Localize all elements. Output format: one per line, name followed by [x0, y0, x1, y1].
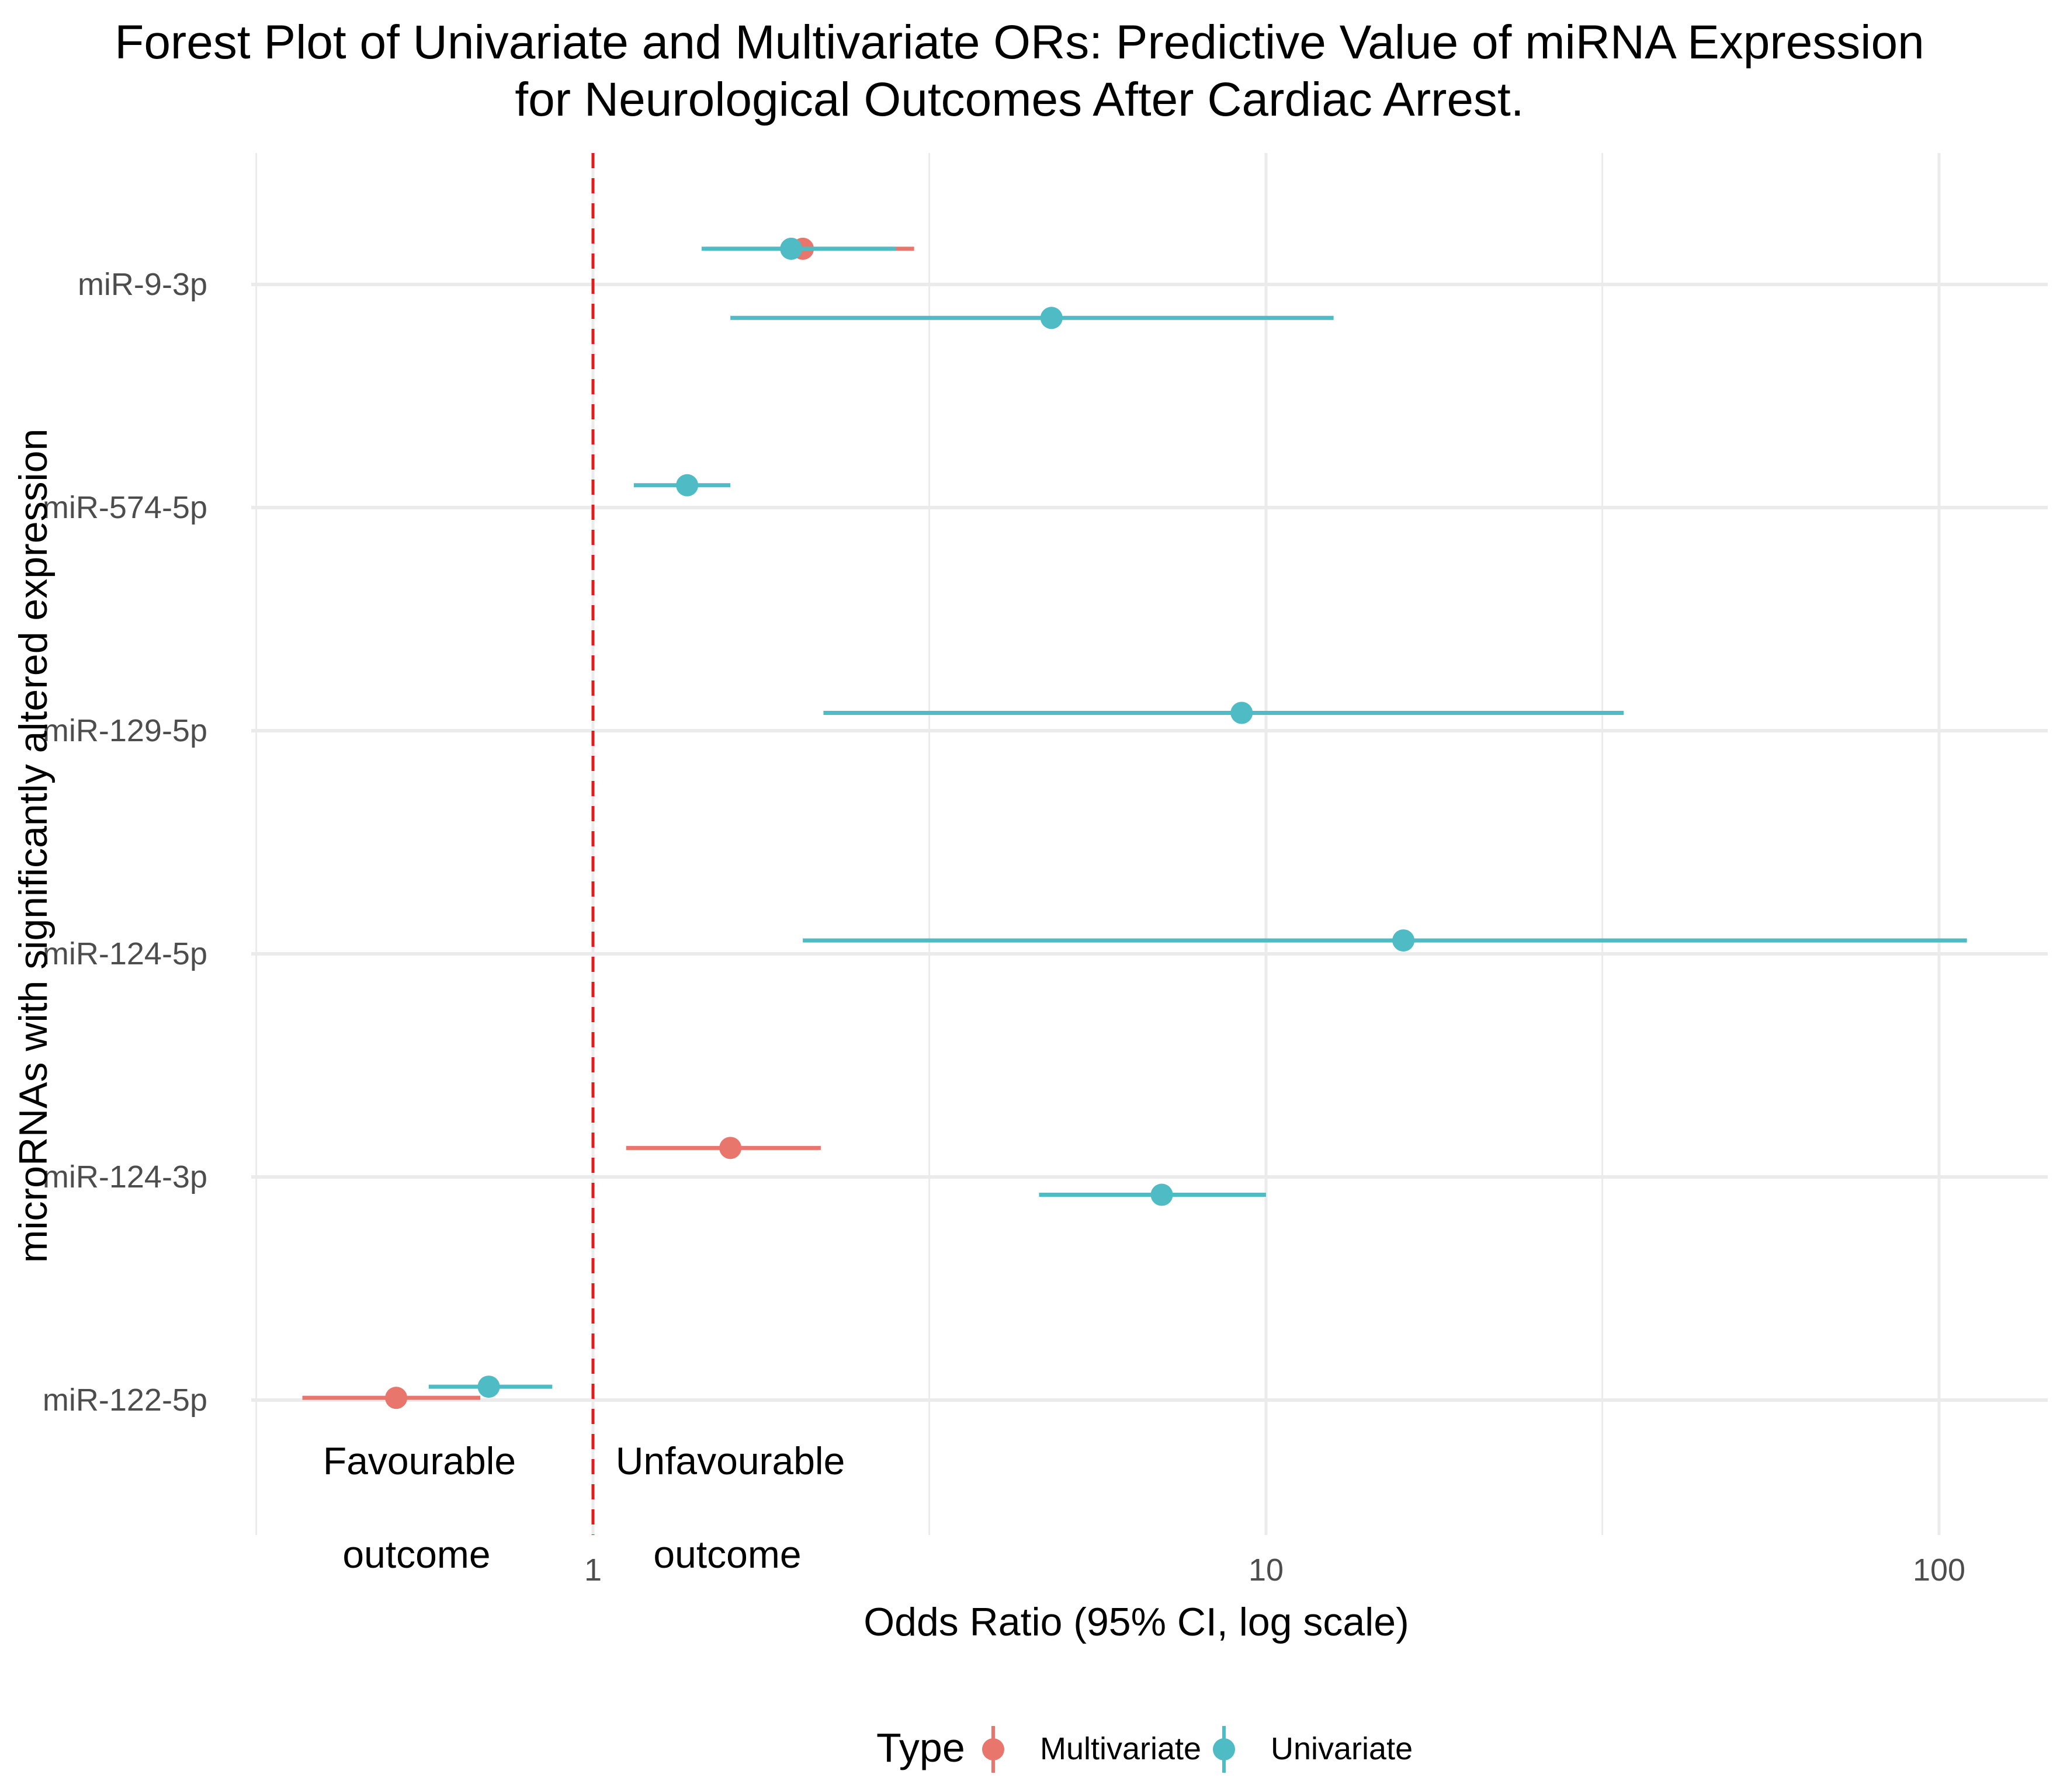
x-tick-label: 1: [584, 1553, 602, 1588]
annotation-unfavourable-line-1: Unfavourable: [616, 1439, 845, 1482]
univariate-point: [1150, 1183, 1173, 1206]
univariate-point: [477, 1376, 500, 1398]
univariate-point: [780, 237, 803, 260]
multivariate-point: [385, 1387, 408, 1409]
legend-title: Type: [876, 1725, 965, 1770]
legend-key-univariate-point: [1213, 1738, 1235, 1760]
y-tick-label: miR-124-3p: [43, 1159, 207, 1194]
univariate-point: [1040, 307, 1063, 329]
gridlines: [251, 153, 2048, 1535]
annotation-favourable-line-2: outcome: [342, 1533, 490, 1576]
y-tick-label: miR-574-5p: [43, 490, 207, 525]
y-tick-label: miR-9-3p: [78, 267, 207, 302]
y-tick-labels: miR-9-3p miR-574-5p miR-129-5p miR-124-5p mi…: [43, 267, 207, 1418]
legend-label-multivariate: Multivariate: [1040, 1731, 1201, 1766]
data-marks: [302, 237, 1967, 1409]
y-tick-label: miR-124-5p: [43, 936, 207, 971]
y-tick-label: miR-129-5p: [43, 713, 207, 748]
annotation-favourable-line-1: Favourable: [323, 1439, 516, 1482]
x-tick-label: 10: [1249, 1553, 1284, 1588]
x-axis-title: Odds Ratio (95% CI, log scale): [863, 1600, 1409, 1644]
univariate-point: [676, 474, 699, 496]
y-axis-title: microRNAs with significantly altered exp…: [11, 429, 56, 1263]
univariate-point: [1392, 929, 1415, 952]
legend-label-univariate: Univariate: [1271, 1731, 1413, 1766]
chart-title-line-2: for Neurological Outcomes After Cardiac …: [515, 73, 1524, 126]
multivariate-point: [719, 1137, 742, 1159]
y-tick-label: miR-122-5p: [43, 1383, 207, 1418]
univariate-point: [1230, 701, 1253, 724]
chart-title-line-1: Forest Plot of Univariate and Multivaria…: [115, 16, 1924, 69]
annotation-unfavourable-line-2: outcome: [653, 1533, 801, 1576]
legend: Type Multivariate Univariate: [876, 1725, 1413, 1773]
x-tick-labels: 1 10 100: [584, 1553, 1965, 1588]
x-tick-label: 100: [1913, 1553, 1965, 1588]
legend-key-multivariate-point: [982, 1738, 1004, 1760]
